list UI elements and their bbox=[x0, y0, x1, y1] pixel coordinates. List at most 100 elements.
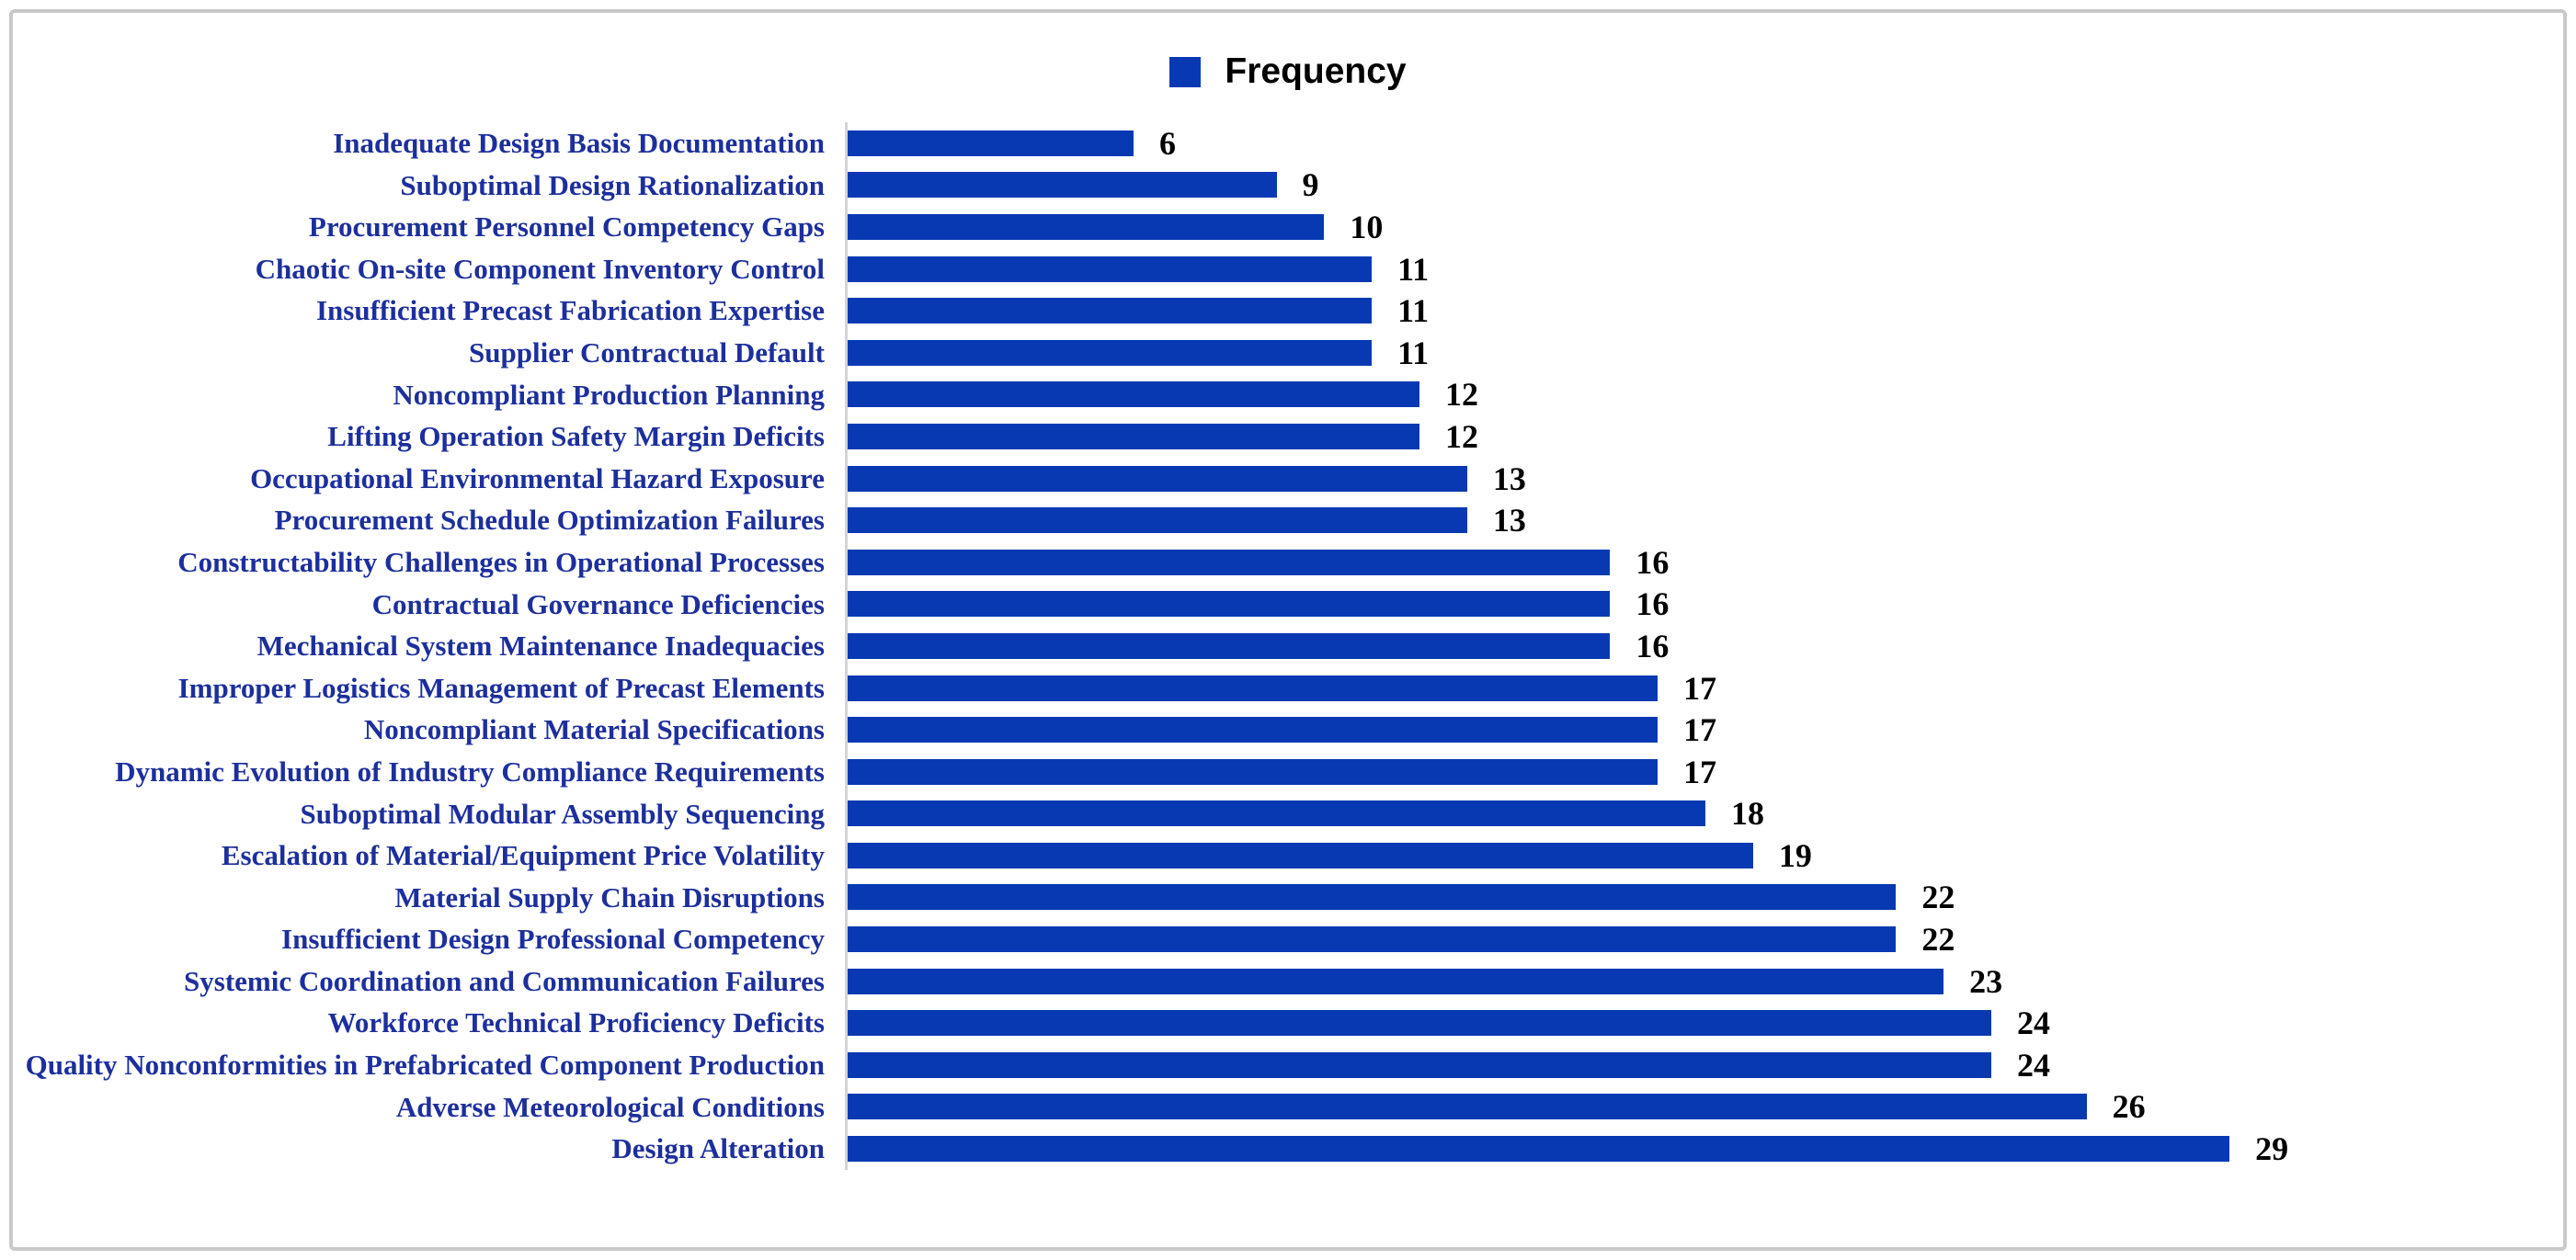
frequency-bar bbox=[848, 758, 1658, 785]
chart-row: Suboptimal Design Rationalization 9 bbox=[13, 164, 2563, 207]
category-label: Adverse Meteorological Conditions bbox=[395, 1090, 825, 1123]
value-label: 16 bbox=[1636, 627, 1670, 664]
chart-row: Constructability Challenges in Operation… bbox=[13, 540, 2563, 584]
value-label: 23 bbox=[1969, 962, 2003, 1000]
chart-row: Adverse Meteorological Conditions 26 bbox=[13, 1085, 2563, 1129]
chart-row: Noncompliant Material Specifications 17 bbox=[13, 709, 2563, 751]
frequency-bar bbox=[848, 1051, 1991, 1078]
category-label: Design Alteration bbox=[611, 1132, 825, 1165]
value-label: 6 bbox=[1159, 124, 1176, 162]
frequency-bar bbox=[848, 381, 1419, 408]
frequency-bar bbox=[848, 1136, 2230, 1163]
category-label: Improper Logistics Management of Precast… bbox=[177, 671, 825, 704]
chart-frame: Frequency Inadequate Design Basis Docume… bbox=[9, 9, 2567, 1251]
category-label: Constructability Challenges in Operation… bbox=[177, 545, 825, 578]
frequency-bar bbox=[848, 800, 1705, 827]
bar-cell: 17 bbox=[845, 750, 2563, 793]
value-label: 12 bbox=[1445, 417, 1478, 455]
frequency-bar bbox=[848, 675, 1658, 701]
bar-cell: 23 bbox=[845, 959, 2563, 1003]
bar-cell: 13 bbox=[845, 457, 2563, 500]
value-label: 13 bbox=[1492, 502, 1526, 539]
value-label: 11 bbox=[1397, 334, 1430, 371]
value-label: 24 bbox=[2017, 1046, 2050, 1084]
value-label: 11 bbox=[1397, 292, 1430, 330]
frequency-bar bbox=[848, 172, 1277, 199]
bar-cell: 6 bbox=[845, 122, 2563, 165]
frequency-bar bbox=[848, 465, 1467, 492]
chart-row: Lifting Operation Safety Margin Deficits… bbox=[13, 415, 2563, 458]
category-label: Insufficient Design Professional Compete… bbox=[281, 923, 825, 956]
bar-cell: 19 bbox=[845, 834, 2563, 877]
legend-label: Frequency bbox=[1225, 51, 1407, 91]
bar-cell: 18 bbox=[845, 792, 2563, 835]
category-label: Noncompliant Production Planning bbox=[393, 378, 825, 411]
chart-row: Mechanical System Maintenance Inadequaci… bbox=[13, 625, 2563, 667]
bar-cell: 22 bbox=[845, 918, 2563, 960]
category-label: Noncompliant Material Specifications bbox=[363, 713, 825, 746]
chart-row: Dynamic Evolution of Industry Compliance… bbox=[13, 750, 2563, 793]
frequency-bar bbox=[848, 549, 1611, 575]
chart-row: Material Supply Chain Disruptions 22 bbox=[13, 876, 2563, 919]
chart-row: Procurement Personnel Competency Gaps 10 bbox=[13, 206, 2563, 248]
frequency-bar bbox=[848, 1094, 2087, 1120]
frequency-bar bbox=[848, 884, 1897, 911]
value-label: 17 bbox=[1683, 711, 1717, 749]
frequency-bar bbox=[848, 1010, 1991, 1037]
frequency-bar bbox=[848, 968, 1944, 994]
category-label: Occupational Environmental Hazard Exposu… bbox=[250, 461, 825, 494]
chart-row: Noncompliant Production Planning 12 bbox=[13, 373, 2563, 416]
bar-cell: 16 bbox=[845, 583, 2563, 626]
category-label: Suboptimal Modular Assembly Sequencing bbox=[300, 797, 825, 830]
bar-cell: 13 bbox=[845, 499, 2563, 541]
bar-cell: 16 bbox=[845, 625, 2563, 667]
category-label: Insufficient Precast Fabrication Experti… bbox=[315, 294, 825, 327]
chart-row: Occupational Environmental Hazard Exposu… bbox=[13, 457, 2563, 500]
chart-row: Insufficient Design Professional Compete… bbox=[13, 918, 2563, 960]
frequency-bar bbox=[848, 130, 1134, 156]
bar-cell: 29 bbox=[845, 1128, 2563, 1170]
category-label: Workforce Technical Proficiency Deficits bbox=[327, 1006, 825, 1039]
frequency-bar-chart: Inadequate Design Basis Documentation 6 … bbox=[13, 122, 2563, 1170]
chart-row: Improper Logistics Management of Precast… bbox=[13, 666, 2563, 709]
bar-cell: 11 bbox=[845, 289, 2563, 332]
frequency-bar bbox=[848, 591, 1611, 618]
value-label: 12 bbox=[1445, 376, 1478, 414]
category-label: Suboptimal Design Rationalization bbox=[400, 168, 825, 201]
bar-cell: 17 bbox=[845, 709, 2563, 751]
frequency-bar bbox=[848, 255, 1373, 282]
category-label: Procurement Schedule Optimization Failur… bbox=[274, 504, 825, 537]
bar-cell: 10 bbox=[845, 206, 2563, 248]
frequency-bar bbox=[848, 926, 1897, 953]
frequency-bar bbox=[848, 213, 1325, 240]
category-label: Contractual Governance Deficiencies bbox=[371, 587, 825, 620]
category-label: Escalation of Material/Equipment Price V… bbox=[221, 839, 825, 872]
value-label: 11 bbox=[1397, 250, 1430, 288]
bar-cell: 24 bbox=[845, 1044, 2563, 1086]
chart-row: Procurement Schedule Optimization Failur… bbox=[13, 499, 2563, 541]
chart-row: Contractual Governance Deficiencies 16 bbox=[13, 583, 2563, 626]
frequency-bar bbox=[848, 298, 1373, 324]
value-label: 13 bbox=[1492, 460, 1526, 497]
frequency-bar bbox=[848, 423, 1419, 449]
frequency-bar bbox=[848, 507, 1467, 534]
category-label: Chaotic On-site Component Inventory Cont… bbox=[255, 252, 825, 285]
bar-cell: 9 bbox=[845, 164, 2563, 207]
legend-color-swatch bbox=[1169, 56, 1202, 87]
chart-row: Suboptimal Modular Assembly Sequencing 1… bbox=[13, 792, 2563, 835]
category-label: Material Supply Chain Disruptions bbox=[394, 880, 825, 914]
bar-cell: 26 bbox=[845, 1085, 2563, 1129]
category-label: Inadequate Design Basis Documentation bbox=[333, 127, 825, 159]
chart-row: Design Alteration 29 bbox=[13, 1128, 2563, 1170]
chart-row: Workforce Technical Proficiency Deficits… bbox=[13, 1002, 2563, 1045]
legend: Frequency bbox=[13, 51, 2563, 92]
value-label: 16 bbox=[1636, 543, 1670, 581]
frequency-bar bbox=[848, 339, 1373, 366]
bar-cell: 12 bbox=[845, 415, 2563, 458]
category-label: Quality Nonconformities in Prefabricated… bbox=[25, 1049, 825, 1082]
category-label: Procurement Personnel Competency Gaps bbox=[308, 210, 825, 244]
bar-cell: 16 bbox=[845, 540, 2563, 584]
chart-row: Systemic Coordination and Communication … bbox=[13, 959, 2563, 1003]
bar-cell: 11 bbox=[845, 331, 2563, 374]
bar-cell: 12 bbox=[845, 373, 2563, 416]
